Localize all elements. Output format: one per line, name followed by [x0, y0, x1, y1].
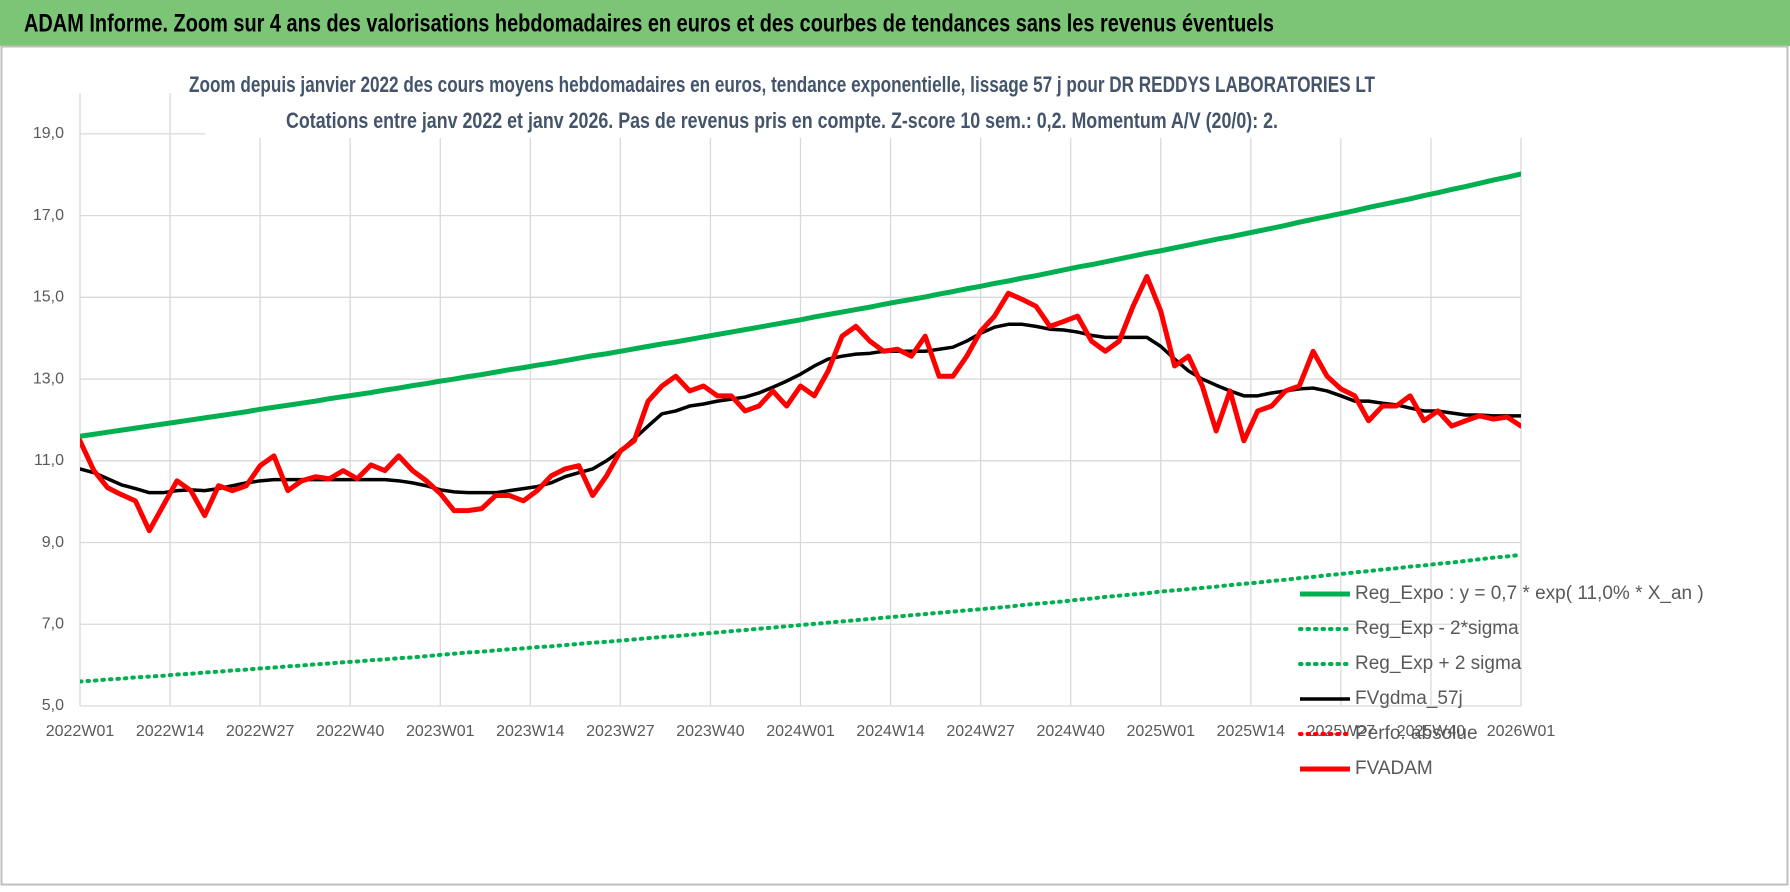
title-background: [205, 62, 1570, 138]
legend-label: Reg_Expo : y = 0,7 * exp( 11,0% * X_an ): [1355, 583, 1704, 604]
y-tick-label: 9,0: [42, 534, 64, 551]
x-tick-label: 2026W01: [1487, 723, 1556, 740]
chart-title: Zoom depuis janvier 2022 des cours moyen…: [189, 72, 1375, 97]
series-line: [80, 273, 1521, 534]
y-tick-label: 7,0: [42, 615, 64, 632]
x-tick-label: 2022W40: [316, 723, 385, 740]
x-tick-label: 2024W01: [766, 723, 835, 740]
x-tick-label: 2023W14: [496, 723, 565, 740]
x-tick-label: 2025W01: [1127, 723, 1196, 740]
x-tick-label: 2022W27: [226, 723, 295, 740]
x-tick-label: 2022W14: [136, 723, 205, 740]
legend-label: FVADAM: [1355, 758, 1433, 779]
y-tick-label: 5,0: [42, 697, 64, 714]
x-tick-label: 2024W27: [946, 723, 1015, 740]
legend-label: FVgdma_57j: [1355, 688, 1463, 709]
chart-subtitle: Cotations entre janv 2022 et janv 2026. …: [286, 108, 1278, 133]
x-tick-label: 2024W40: [1036, 723, 1105, 740]
y-tick-label: 11,0: [34, 452, 64, 469]
grid: [79, 93, 1522, 707]
x-tick-label: 2022W01: [46, 723, 115, 740]
y-tick-label: 15,0: [33, 289, 64, 306]
x-tick-label: 2023W40: [676, 723, 745, 740]
series-line: [80, 552, 1521, 684]
header-bar: [0, 0, 1790, 46]
page-title: ADAM Informe. Zoom sur 4 ans des valoris…: [24, 10, 1274, 38]
x-tick-label: 2025W40: [1397, 723, 1466, 740]
y-tick-label: 19,0: [33, 125, 64, 142]
legend-label: Perfo. absolue: [1355, 723, 1478, 744]
legend-label: Reg_Exp + 2 sigma: [1355, 653, 1522, 674]
chart-border: [0, 45, 1789, 886]
x-tick-label: 2025W14: [1217, 723, 1286, 740]
series-layer: [80, 171, 1521, 684]
legend: Reg_Expo : y = 0,7 * exp( 11,0% * X_an )…: [1298, 583, 1704, 779]
series-line: [80, 171, 1521, 439]
x-tick-label: 2023W01: [406, 723, 475, 740]
legend-label: Reg_Exp - 2*sigma: [1355, 618, 1519, 639]
y-tick-label: 17,0: [33, 207, 64, 224]
x-tick-label: 2023W27: [586, 723, 655, 740]
y-tick-label: 13,0: [33, 370, 64, 387]
x-tick-label: 2024W14: [856, 723, 925, 740]
